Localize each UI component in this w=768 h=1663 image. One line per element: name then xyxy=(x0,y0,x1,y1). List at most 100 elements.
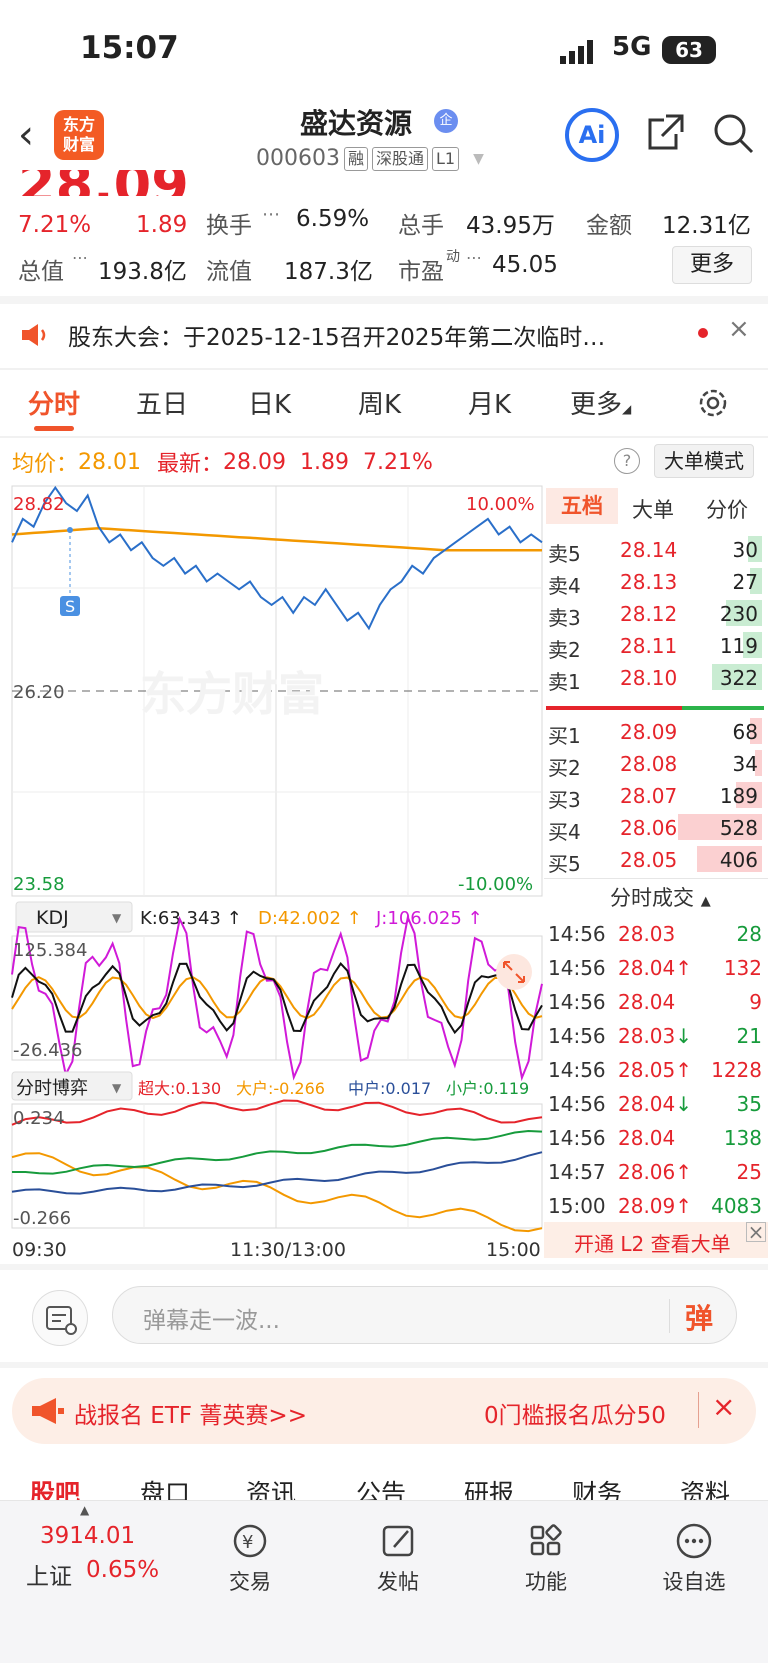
tab-finance[interactable]: 财务 xyxy=(572,1479,623,1500)
logo-text: 东方财富 xyxy=(62,115,95,154)
tab-5day[interactable]: 五日 xyxy=(136,390,189,420)
tab-profile[interactable]: 资料 xyxy=(680,1479,731,1500)
nav-post-label: 发帖 xyxy=(377,1570,419,1594)
mcap-value: 193.8亿 xyxy=(98,259,187,285)
close-icon[interactable]: × xyxy=(728,314,750,344)
ask-row[interactable]: 卖3 28.12 230 xyxy=(544,598,764,630)
bid-row[interactable]: 买2 28.08 34 xyxy=(544,748,764,780)
trade-icon: ¥ xyxy=(233,1524,267,1558)
nav-watchlist[interactable]: 设自选 xyxy=(644,1521,744,1596)
caret-up-icon: ▲ xyxy=(80,1503,90,1517)
tab-five-levels[interactable]: 五档 xyxy=(546,488,618,524)
price-summary: 均价： 28.01 最新： 28.09 1.89 7.21% xyxy=(12,446,433,478)
danmu-toggle-icon[interactable] xyxy=(32,1290,88,1346)
enterprise-badge: 企 xyxy=(434,109,458,133)
stock-code-line[interactable]: 000603 融 深股通 L1 ▼ xyxy=(256,146,484,171)
index-value[interactable]: 3914.01 xyxy=(40,1523,136,1549)
trade-price: 28.09↑ xyxy=(618,1194,693,1218)
level-volume: 119 xyxy=(719,634,758,658)
speaker-icon xyxy=(22,324,46,346)
bid-row[interactable]: 买5 28.05 406 xyxy=(544,844,764,876)
kdj-j: J:106.025 ↑ xyxy=(375,908,483,929)
divider xyxy=(0,436,768,438)
trade-volume: 138 xyxy=(723,1126,762,1150)
dropdown-icon[interactable]: ▼ xyxy=(473,150,484,167)
level-price: 28.13 xyxy=(620,570,678,594)
bo-selector[interactable]: 分时博弈 xyxy=(16,1078,88,1099)
level-price: 28.08 xyxy=(620,752,678,776)
level-label: 买4 xyxy=(548,820,581,844)
help-icon[interactable]: ? xyxy=(614,448,640,474)
close-icon[interactable]: × xyxy=(746,1220,766,1244)
level-label: 买3 xyxy=(548,788,581,812)
last-label: 最新： xyxy=(157,452,224,477)
change-percent: 7.21% xyxy=(362,449,433,475)
tab-price-dist[interactable]: 分价 xyxy=(706,498,748,522)
kdj-selector[interactable]: KDJ xyxy=(36,907,69,929)
tab-more[interactable]: 更多◢ xyxy=(570,384,631,421)
level-label: 买5 xyxy=(548,852,581,876)
tab-month-k[interactable]: 月K xyxy=(468,390,512,420)
tab-big-order[interactable]: 大单 xyxy=(632,498,674,522)
direction-arrow: ↑ xyxy=(675,1160,693,1184)
trade-price: 28.03↓ xyxy=(618,1024,693,1048)
trades-title[interactable]: 分时成交 ▲ xyxy=(610,882,711,912)
big-order-mode-button[interactable]: 大单模式 xyxy=(654,444,754,478)
chevron-down-icon: ▼ xyxy=(112,911,122,925)
expand-icon[interactable] xyxy=(496,954,532,990)
danmu-send-button[interactable]: 弹 xyxy=(685,1302,714,1335)
network-type: 5G xyxy=(612,32,652,62)
level-label: 卖1 xyxy=(548,670,581,694)
chart-svg[interactable]: 东方财富 S 28.82 26.20 23.58 10.00% -10.00% … xyxy=(0,484,544,1264)
ai-button[interactable]: Ai xyxy=(565,108,619,162)
back-icon[interactable]: ‹ xyxy=(18,112,34,158)
tab-research[interactable]: 研报 xyxy=(464,1479,515,1500)
close-icon[interactable]: × xyxy=(712,1390,736,1423)
promo-banner[interactable]: 战报名 ETF 菁英赛>> 0门槛报名瓜分50 × xyxy=(12,1378,756,1444)
ask-row[interactable]: 卖2 28.11 119 xyxy=(544,630,764,662)
kdj-min: -26.436 xyxy=(13,1040,82,1061)
info-icon[interactable]: ⋯ xyxy=(466,248,482,267)
notice-bar[interactable]: 股东大会：于2025-12-15召开2025年第二次临时… × xyxy=(0,298,768,368)
nav-functions[interactable]: 功能 xyxy=(496,1521,596,1596)
tab-guba[interactable]: 股吧 xyxy=(30,1479,81,1500)
level-label: 卖5 xyxy=(548,542,581,566)
bid-row[interactable]: 买4 28.06 528 xyxy=(544,812,764,844)
tab-announcement[interactable]: 公告 xyxy=(356,1479,407,1500)
share-icon[interactable] xyxy=(646,112,686,152)
danmu-input[interactable]: 弹幕走一波... 弹 xyxy=(112,1286,737,1344)
info-icon[interactable]: ⋯ xyxy=(262,204,280,225)
bid-row[interactable]: 买3 28.07 189 xyxy=(544,780,764,812)
nav-trade[interactable]: ¥ 交易 xyxy=(200,1521,300,1596)
ask-row[interactable]: 卖5 28.14 30 xyxy=(544,534,764,566)
app-logo[interactable]: 东方财富 xyxy=(54,110,104,160)
level-volume: 189 xyxy=(719,784,758,808)
trade-price: 28.06↑ xyxy=(618,1160,693,1184)
tab-intraday[interactable]: 分时 xyxy=(28,390,81,420)
tab-day-k[interactable]: 日K xyxy=(248,390,292,420)
divider xyxy=(0,1362,768,1368)
tab-news[interactable]: 资讯 xyxy=(246,1479,297,1500)
pe-sup: 动 xyxy=(446,249,460,265)
tab-pankou[interactable]: 盘口 xyxy=(140,1479,191,1500)
level-volume: 322 xyxy=(719,666,758,690)
buy-sell-ratio-red xyxy=(546,706,682,710)
search-icon[interactable] xyxy=(712,112,756,156)
trade-time: 14:56 xyxy=(548,956,606,980)
level-volume: 406 xyxy=(719,848,758,872)
settings-icon[interactable] xyxy=(696,386,730,420)
content-tabs: 股吧 盘口 资讯 公告 研报 财务 资料 xyxy=(0,1450,768,1500)
bid-row[interactable]: 买1 28.09 68 xyxy=(544,716,764,748)
trade-row: 15:00 28.09↑ 4083 xyxy=(548,1190,764,1224)
unread-dot xyxy=(698,328,708,338)
info-icon[interactable]: ⋯ xyxy=(72,248,88,267)
tab-week-k[interactable]: 周K xyxy=(358,390,402,420)
more-button[interactable]: 更多 xyxy=(672,246,752,284)
turnover-label: 换手 xyxy=(206,213,252,239)
pe-value: 45.05 xyxy=(492,252,558,278)
ask-row[interactable]: 卖1 28.10 322 xyxy=(544,662,764,694)
nav-post[interactable]: 发帖 xyxy=(348,1521,448,1596)
level-price: 28.12 xyxy=(620,602,678,626)
ask-row[interactable]: 卖4 28.13 27 xyxy=(544,566,764,598)
l2-banner[interactable]: 开通 L2 查看大单 × xyxy=(544,1222,768,1258)
